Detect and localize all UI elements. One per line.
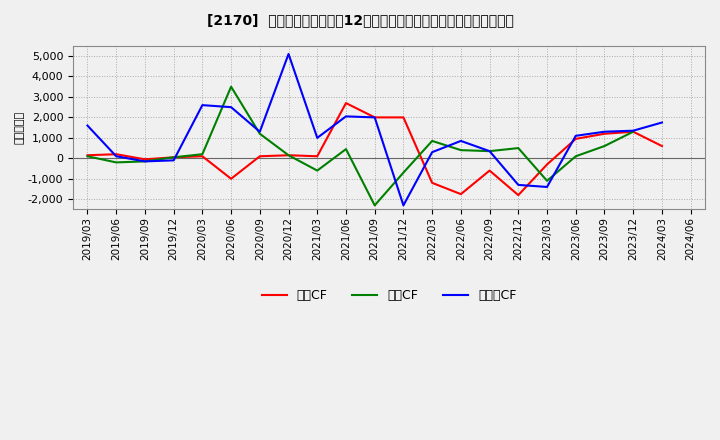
フリーCF xyxy=(543,184,552,190)
Text: [2170]  キャッシュフローの12か月移動合計の対前年同期増減額の推移: [2170] キャッシュフローの12か月移動合計の対前年同期増減額の推移 xyxy=(207,13,513,27)
投資CF xyxy=(284,153,293,158)
投資CF xyxy=(370,203,379,208)
営業CF xyxy=(428,180,436,186)
フリーCF xyxy=(600,129,609,134)
投資CF xyxy=(256,131,264,136)
投資CF xyxy=(140,159,149,164)
フリーCF xyxy=(198,103,207,108)
営業CF xyxy=(169,154,178,160)
フリーCF xyxy=(313,135,322,140)
投資CF xyxy=(198,152,207,157)
営業CF xyxy=(370,115,379,120)
投資CF xyxy=(629,129,637,134)
投資CF xyxy=(456,147,465,153)
投資CF xyxy=(227,84,235,89)
投資CF xyxy=(600,143,609,149)
営業CF xyxy=(284,153,293,158)
Legend: 営業CF, 投資CF, フリーCF: 営業CF, 投資CF, フリーCF xyxy=(256,284,521,308)
フリーCF xyxy=(169,158,178,163)
フリーCF xyxy=(428,150,436,155)
投資CF xyxy=(543,178,552,183)
フリーCF xyxy=(256,129,264,134)
フリーCF xyxy=(84,123,92,128)
営業CF xyxy=(112,152,120,157)
フリーCF xyxy=(399,203,408,208)
営業CF xyxy=(84,153,92,158)
営業CF xyxy=(399,115,408,120)
営業CF xyxy=(514,192,523,198)
Line: 営業CF: 営業CF xyxy=(88,103,662,195)
Line: 投資CF: 投資CF xyxy=(88,87,633,205)
営業CF xyxy=(198,154,207,159)
営業CF xyxy=(485,168,494,173)
投資CF xyxy=(428,138,436,143)
営業CF xyxy=(657,143,666,149)
フリーCF xyxy=(514,182,523,187)
投資CF xyxy=(169,154,178,160)
フリーCF xyxy=(657,120,666,125)
投資CF xyxy=(514,146,523,151)
投資CF xyxy=(485,149,494,154)
フリーCF xyxy=(572,133,580,139)
Line: フリーCF: フリーCF xyxy=(88,54,662,205)
フリーCF xyxy=(112,154,120,159)
営業CF xyxy=(256,154,264,159)
Y-axis label: （百万円）: （百万円） xyxy=(15,111,25,144)
フリーCF xyxy=(456,138,465,143)
フリーCF xyxy=(284,51,293,57)
営業CF xyxy=(140,157,149,162)
フリーCF xyxy=(342,114,351,119)
フリーCF xyxy=(629,128,637,133)
フリーCF xyxy=(140,159,149,164)
フリーCF xyxy=(370,115,379,120)
フリーCF xyxy=(227,105,235,110)
営業CF xyxy=(313,154,322,159)
営業CF xyxy=(456,191,465,197)
営業CF xyxy=(572,136,580,142)
営業CF xyxy=(543,162,552,167)
投資CF xyxy=(342,147,351,152)
営業CF xyxy=(600,131,609,136)
営業CF xyxy=(342,100,351,106)
営業CF xyxy=(629,129,637,134)
営業CF xyxy=(227,176,235,181)
投資CF xyxy=(112,160,120,165)
投資CF xyxy=(399,170,408,175)
投資CF xyxy=(84,154,92,159)
フリーCF xyxy=(485,149,494,154)
投資CF xyxy=(572,154,580,159)
投資CF xyxy=(313,168,322,173)
